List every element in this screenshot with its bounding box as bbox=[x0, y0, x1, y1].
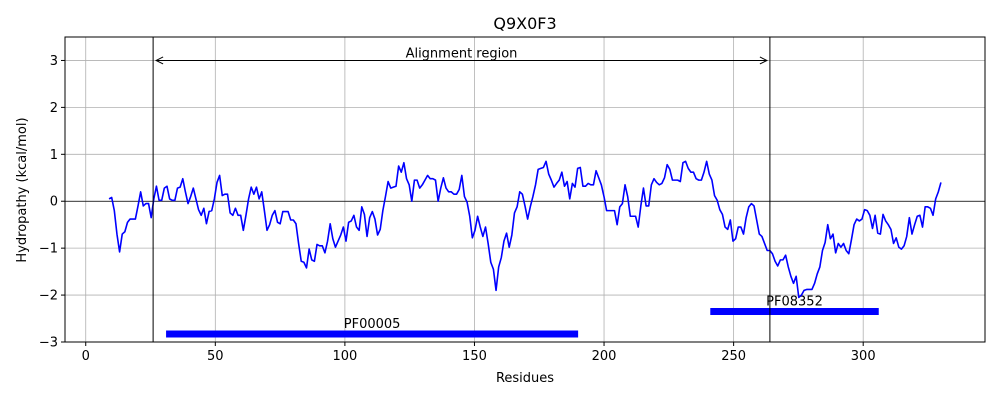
y-tick-label: 2 bbox=[50, 101, 58, 116]
x-tick-label: 0 bbox=[82, 349, 90, 364]
alignment-region: Alignment region bbox=[152, 37, 771, 342]
x-tick-label: 250 bbox=[721, 349, 746, 364]
x-tick-label: 150 bbox=[462, 349, 487, 364]
alignment-arrowhead-left bbox=[154, 56, 164, 65]
domain-bars: PF00005 PF08352 bbox=[166, 295, 879, 338]
x-tick-label: 100 bbox=[332, 349, 357, 364]
plot-frame bbox=[64, 36, 986, 343]
domain-label-pf00005: PF00005 bbox=[344, 317, 401, 332]
y-tick-label: 0 bbox=[50, 195, 58, 210]
grid bbox=[65, 37, 985, 343]
y-axis-ticks: −3 −2 −1 0 1 2 3 bbox=[39, 54, 65, 351]
x-tick-label: 300 bbox=[851, 349, 876, 364]
hydropathy-line bbox=[108, 160, 942, 299]
chart-title: Q9X0F3 bbox=[493, 14, 556, 33]
y-tick-label: 1 bbox=[50, 148, 58, 163]
domain-label-pf08352: PF08352 bbox=[766, 295, 823, 310]
hydropathy-series bbox=[108, 160, 942, 299]
y-tick-label: −1 bbox=[39, 242, 58, 257]
x-axis-title: Residues bbox=[496, 371, 554, 386]
y-tick-label: 3 bbox=[50, 54, 58, 69]
alignment-arrowhead-right bbox=[759, 56, 769, 65]
x-tick-label: 50 bbox=[207, 349, 224, 364]
y-axis-title: Hydropathy (kcal/mol) bbox=[15, 117, 30, 262]
y-tick-label: −2 bbox=[39, 289, 58, 304]
x-tick-label: 200 bbox=[592, 349, 617, 364]
alignment-region-label: Alignment region bbox=[406, 46, 518, 61]
x-axis-ticks: 0 50 100 150 200 250 300 bbox=[82, 342, 876, 364]
y-tick-label: −3 bbox=[39, 336, 58, 351]
